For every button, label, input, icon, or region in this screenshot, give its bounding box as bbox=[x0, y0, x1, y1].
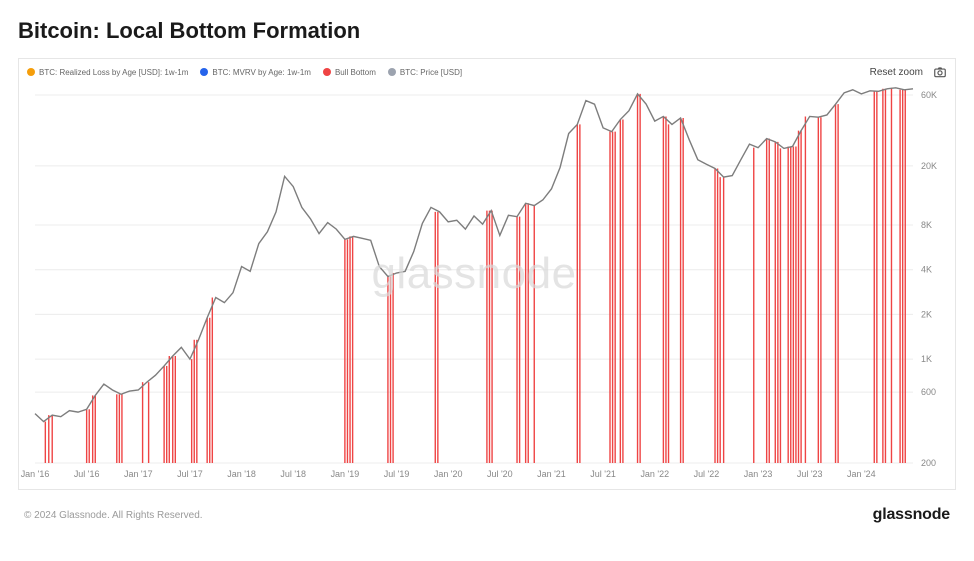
x-tick-label: Jan '17 bbox=[124, 469, 153, 479]
x-tick-label: Jan '22 bbox=[640, 469, 669, 479]
chart-title: Bitcoin: Local Bottom Formation bbox=[18, 18, 956, 44]
x-tick-label: Jul '20 bbox=[487, 469, 513, 479]
y-tick-label: 1K bbox=[921, 354, 932, 364]
x-tick-label: Jul '21 bbox=[590, 469, 616, 479]
y-tick-label: 60K bbox=[921, 90, 937, 100]
legend: BTC: Realized Loss by Age [USD]: 1w-1m BT… bbox=[27, 68, 462, 77]
x-tick-label: Jan '20 bbox=[434, 469, 463, 479]
x-tick-label: Jan '21 bbox=[537, 469, 566, 479]
x-tick-label: Jan '24 bbox=[847, 469, 876, 479]
legend-label: BTC: Realized Loss by Age [USD]: 1w-1m bbox=[39, 68, 188, 77]
legend-label: BTC: MVRV by Age: 1w-1m bbox=[212, 68, 311, 77]
x-tick-label: Jan '23 bbox=[744, 469, 773, 479]
x-tick-label: Jul '22 bbox=[694, 469, 720, 479]
x-tick-label: Jan '18 bbox=[227, 469, 256, 479]
y-tick-label: 8K bbox=[921, 220, 932, 230]
reset-zoom-button[interactable]: Reset zoom bbox=[870, 67, 923, 78]
legend-label: Bull Bottom bbox=[335, 68, 376, 77]
x-tick-label: Jan '19 bbox=[331, 469, 360, 479]
chart-svg: 2006001K2K4K8K20K60K Jan '16Jul '16Jan '… bbox=[35, 85, 913, 463]
y-tick-label: 20K bbox=[921, 161, 937, 171]
x-tick-label: Jul '16 bbox=[74, 469, 100, 479]
y-tick-label: 2K bbox=[921, 309, 932, 319]
x-tick-label: Jul '23 bbox=[797, 469, 823, 479]
legend-item: BTC: Realized Loss by Age [USD]: 1w-1m bbox=[27, 68, 188, 77]
legend-item: Bull Bottom bbox=[323, 68, 376, 77]
x-tick-label: Jan '16 bbox=[21, 469, 50, 479]
y-tick-label: 600 bbox=[921, 387, 936, 397]
x-tick-label: Jul '18 bbox=[280, 469, 306, 479]
x-tick-label: Jul '19 bbox=[384, 469, 410, 479]
y-tick-label: 4K bbox=[921, 265, 932, 275]
legend-swatch bbox=[200, 68, 208, 76]
chart-container: BTC: Realized Loss by Age [USD]: 1w-1m BT… bbox=[18, 58, 956, 490]
legend-item: BTC: Price [USD] bbox=[388, 68, 462, 77]
legend-swatch bbox=[323, 68, 331, 76]
plot-area: glassnode 2006001K2K4K8K20K60K Jan '16Ju… bbox=[35, 85, 913, 463]
legend-swatch bbox=[388, 68, 396, 76]
copyright-text: © 2024 Glassnode. All Rights Reserved. bbox=[24, 510, 203, 521]
y-tick-label: 200 bbox=[921, 458, 936, 468]
legend-label: BTC: Price [USD] bbox=[400, 68, 462, 77]
legend-item: BTC: MVRV by Age: 1w-1m bbox=[200, 68, 311, 77]
brand-logo: glassnode bbox=[873, 506, 950, 524]
camera-icon[interactable] bbox=[933, 65, 947, 79]
x-tick-label: Jul '17 bbox=[177, 469, 203, 479]
legend-swatch bbox=[27, 68, 35, 76]
